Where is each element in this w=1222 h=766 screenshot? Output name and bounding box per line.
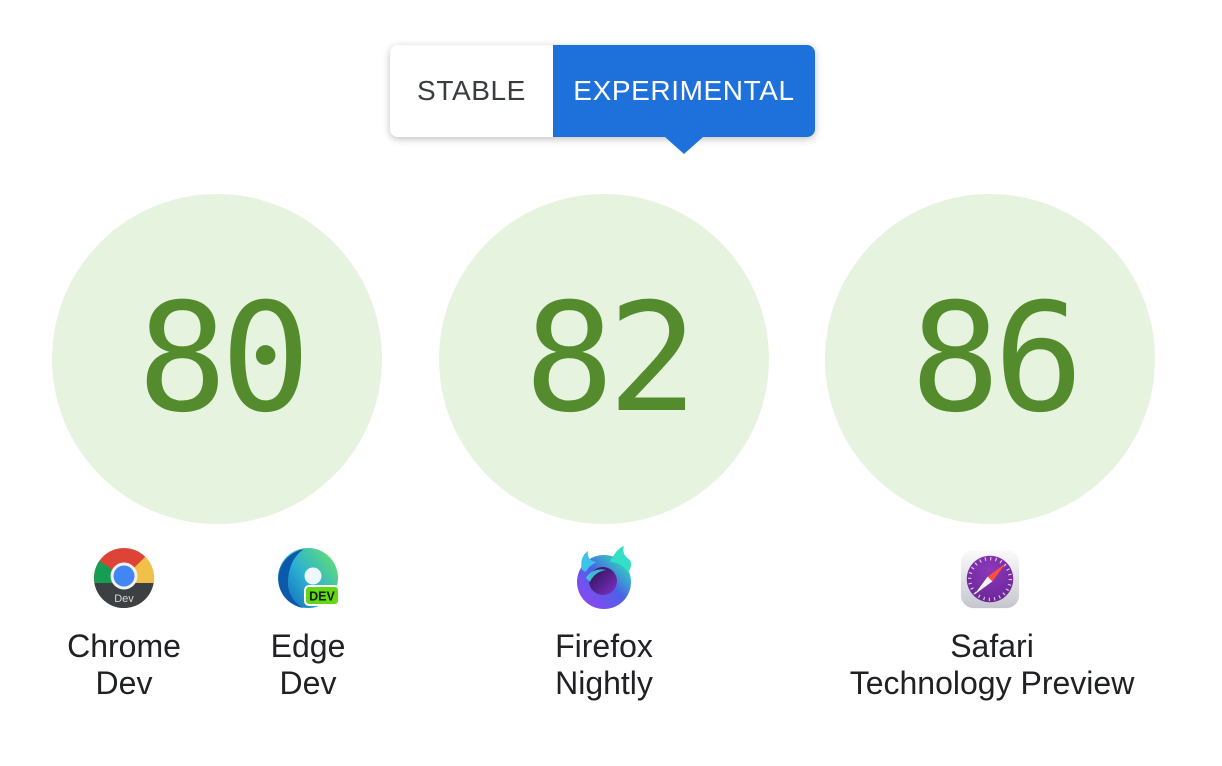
score-value-safari: 86 (910, 272, 1084, 446)
score-circle-chrome-edge: 80 (52, 194, 382, 524)
firefox-nightly-icon (572, 546, 636, 610)
browser-name-line: Safari (950, 628, 1034, 664)
browser-label-edge-dev: Edge Dev (271, 628, 346, 702)
browser-label-firefox-nightly: Firefox Nightly (555, 628, 653, 702)
browser-name-line: Dev (279, 665, 337, 701)
browser-name-line: Firefox (555, 628, 653, 664)
browser-name-line: Nightly (555, 665, 653, 701)
safari-technology-preview-icon (959, 548, 1021, 610)
chrome-dev-icon: Dev (92, 546, 156, 610)
score-value-firefox: 82 (524, 272, 698, 446)
browser-label-chrome-dev: Chrome Dev (67, 628, 181, 702)
score-value-chrome-edge: 80 (137, 272, 311, 446)
browser-name-line: Dev (95, 665, 153, 701)
browser-name-line: Chrome (67, 628, 181, 664)
svg-text:DEV: DEV (309, 590, 335, 604)
svg-text:Dev: Dev (114, 593, 134, 605)
browser-name-line: Technology Preview (849, 665, 1135, 701)
edge-dev-icon: DEV (276, 546, 340, 610)
browser-label-safari-technology-preview: Safari Technology Preview (850, 628, 1135, 702)
score-circle-safari: 86 (825, 194, 1155, 524)
tab-experimental[interactable]: EXPERIMENTAL (553, 45, 815, 137)
channel-toggle: STABLE EXPERIMENTAL (390, 45, 815, 154)
tab-stable[interactable]: STABLE (390, 45, 553, 137)
score-circle-firefox: 82 (439, 194, 769, 524)
selected-tab-pointer (665, 137, 703, 154)
browser-name-line: Edge (270, 628, 346, 664)
